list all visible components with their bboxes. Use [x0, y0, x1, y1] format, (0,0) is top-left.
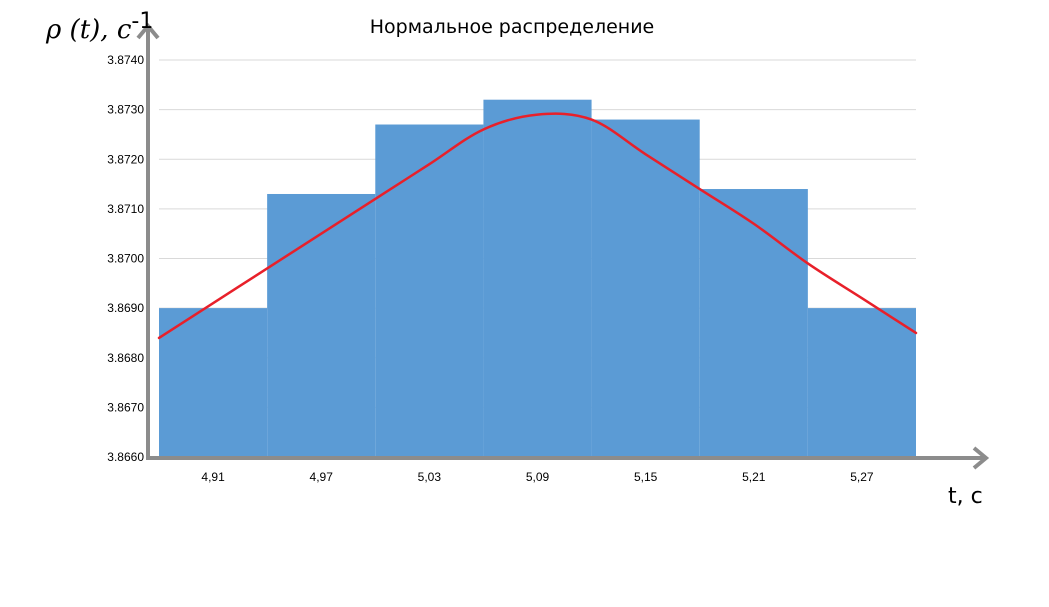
y-tick-label: 3.8660 [107, 450, 144, 464]
bar [591, 119, 700, 458]
y-tick-label: 3.8720 [107, 152, 144, 166]
x-tick-label: 5,03 [418, 470, 442, 484]
y-tick-label: 3.8730 [107, 103, 144, 117]
x-tick-label: 4,91 [201, 470, 225, 484]
y-tick-label: 3.8680 [107, 351, 144, 365]
y-tick-label: 3.8690 [107, 301, 144, 315]
bar [267, 193, 376, 458]
y-tick-label: 3.8700 [107, 252, 144, 266]
x-tick-label: 5,09 [526, 470, 550, 484]
chart-title: Нормальное распределение [370, 16, 655, 38]
x-tick-labels: 4,91 4,97 5,03 5,09 5,15 5,21 5,27 [201, 470, 874, 484]
bar [699, 189, 808, 457]
bar [375, 124, 484, 457]
x-axis-label: t, c [948, 484, 983, 509]
y-tick-label: 3.8740 [107, 53, 144, 67]
y-tick-label: 3.8670 [107, 400, 144, 414]
x-tick-label: 5,27 [850, 470, 874, 484]
bar [483, 99, 592, 457]
bar-series [159, 99, 916, 458]
bar [807, 308, 916, 457]
x-axis-arrow-icon [972, 446, 990, 470]
axes [136, 22, 990, 470]
y-axis-label-superscript: -1 [131, 9, 153, 34]
y-tick-label: 3.8710 [107, 202, 144, 216]
line-series [157, 112, 918, 340]
y-tick-labels: 3.8660 3.8670 3.8680 3.8690 3.8700 3.8710 3.87… [107, 53, 144, 464]
bar [159, 308, 268, 457]
x-tick-label: 4,97 [310, 470, 334, 484]
y-axis-arrow-icon [136, 22, 160, 40]
x-tick-label: 5,15 [634, 470, 658, 484]
y-axis-label-main: ρ (t), c [45, 15, 132, 45]
x-tick-label: 5,21 [742, 470, 766, 484]
density-curve [157, 112, 918, 340]
y-axis-label: ρ (t), c-1 [45, 9, 153, 45]
